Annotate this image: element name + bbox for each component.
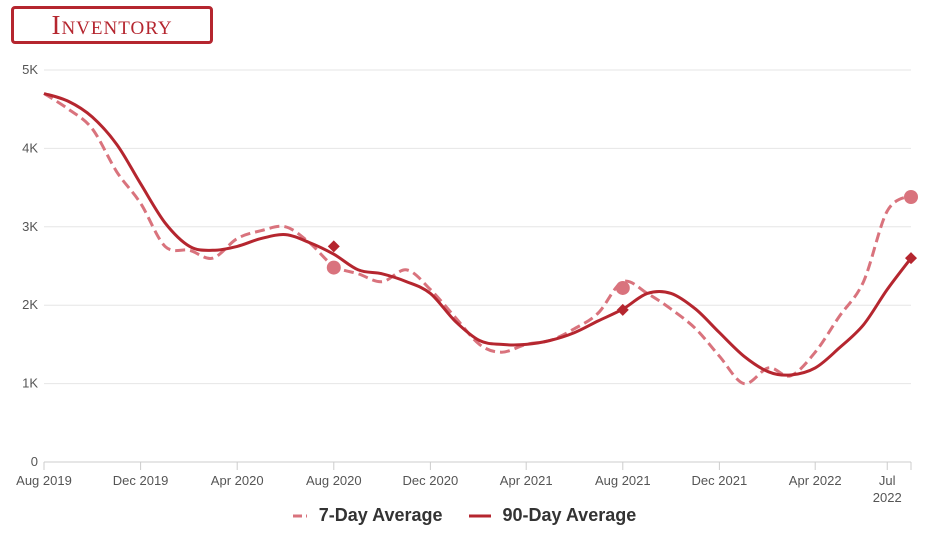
x-tick-label: Apr 2022 xyxy=(789,473,842,488)
x-tick-label: Dec 2020 xyxy=(403,473,459,488)
legend-label-7-day-average: 7-Day Average xyxy=(318,505,443,525)
y-tick-label: 0 xyxy=(31,454,38,469)
x-tick-label: Aug 2019 xyxy=(16,473,72,488)
x-tick-label: Dec 2019 xyxy=(113,473,169,488)
x-tick-label: Apr 2020 xyxy=(211,473,264,488)
marker-7-day-average xyxy=(326,260,341,275)
x-tick-label: Aug 2021 xyxy=(595,473,651,488)
legend-dash-swatch xyxy=(292,514,307,517)
y-tick-label: 5K xyxy=(22,62,38,77)
inventory-chart: 0 1K 2K 3K 4K 5K Aug 2019 Dec 2019 Apr 2020 Aug 2… xyxy=(16,62,918,505)
series-line-7-day-average xyxy=(43,92,912,386)
x-tick-label: Dec 2021 xyxy=(692,473,748,488)
marker-90-day-average xyxy=(327,240,340,253)
y-tick-label: 3K xyxy=(22,219,38,234)
legend-item-7-day-average[interactable]: 7-Day Average xyxy=(291,505,443,526)
marker-90-day-average xyxy=(616,303,629,316)
marker-90-day-average xyxy=(905,252,917,265)
x-tick-label: Aug 2020 xyxy=(306,473,362,488)
marker-7-day-average xyxy=(615,280,630,295)
chart-title: Inventory xyxy=(51,9,173,40)
y-tick-label: 2K xyxy=(22,297,38,312)
legend-label-90-day-average: 90-Day Average xyxy=(502,505,637,525)
y-tick-label: 1K xyxy=(22,376,38,391)
series-line-90-day-average xyxy=(43,92,913,377)
chart-legend: 7-Day Average 90-Day Average xyxy=(0,505,927,526)
x-tick-label: Apr 2021 xyxy=(500,473,553,488)
y-tick-label: 4K xyxy=(22,140,38,155)
x-tick-label: 2022 xyxy=(873,490,902,505)
chart-title-box: Inventory xyxy=(11,6,213,44)
marker-7-day-average xyxy=(904,190,918,205)
x-tick-label: Jul xyxy=(879,473,896,488)
legend-item-90-day-average[interactable]: 90-Day Average xyxy=(468,505,636,526)
legend-line-swatch xyxy=(469,514,492,517)
